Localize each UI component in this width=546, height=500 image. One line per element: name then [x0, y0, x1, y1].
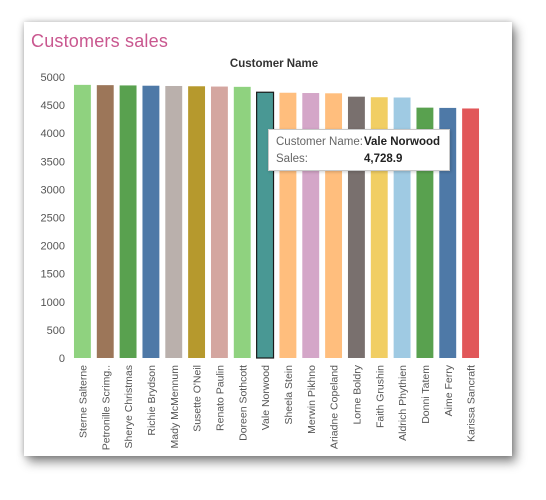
bar[interactable]	[462, 108, 480, 358]
x-tick-label: Richie Brydson	[146, 365, 158, 436]
bar[interactable]	[188, 86, 206, 359]
x-tick-label: Aime Ferry	[443, 364, 455, 416]
y-tick-label: 2500	[41, 213, 65, 225]
x-tick-label: Susette O'Neil	[192, 365, 204, 432]
x-tick-label: Faith Grushin	[374, 365, 386, 428]
bar[interactable]	[233, 86, 251, 358]
tooltip-sales-label: Sales:	[276, 153, 308, 165]
y-tick-label: 1000	[41, 297, 65, 309]
y-tick-label: 5000	[41, 72, 65, 84]
x-tick-label: Sheela Stein	[283, 365, 295, 425]
page-title: Customers sales	[31, 31, 169, 51]
x-tick-label: Karissa Sancraft	[466, 365, 478, 442]
x-tick-label: Lorne Boldry	[351, 364, 363, 424]
x-tick-label: Renato Paulin	[214, 365, 226, 431]
tooltip-name-row: Customer Name:Vale Norwood	[276, 136, 440, 148]
y-tick-label: 3000	[41, 184, 65, 196]
bar[interactable]	[165, 85, 183, 359]
x-tick-label: Aldrich Phythien	[397, 365, 409, 441]
bar[interactable]	[210, 86, 228, 359]
tooltip-sales-row: Sales: 4,728.9	[276, 153, 402, 165]
x-tick-label: Vale Norwood	[260, 365, 272, 430]
y-tick-label: 1500	[41, 269, 65, 281]
x-tick-label: Donni Tatem	[420, 365, 432, 424]
x-tick-label: Sterne Salterne	[77, 365, 89, 438]
x-tick-label: Ariadne Copeland	[329, 365, 341, 449]
y-tick-label: 0	[59, 353, 65, 365]
chart-title: Customer Name	[230, 58, 318, 70]
x-tick-label: Doreen Sothcott	[237, 365, 249, 441]
tooltip-sales-value: 4,728.9	[364, 153, 403, 165]
y-axis: 0 500 1000 1500 2000 2500 3000 3500 4000 4500 5000	[41, 72, 65, 365]
y-tick-label: 500	[47, 325, 65, 337]
x-tick-label: Mady McMennum	[169, 365, 181, 449]
tooltip-name-value: Vale Norwood	[364, 136, 441, 148]
x-tick-label: Sherye Christmas	[123, 365, 135, 448]
x-tick-label: Petronille Scrimg..	[100, 365, 112, 450]
bar[interactable]	[142, 85, 160, 359]
bars-group	[73, 84, 480, 359]
tooltip-name-label: Customer Name:	[276, 136, 363, 148]
tooltip: Customer Name:Vale Norwood Sales: 4,728.9	[268, 129, 450, 171]
bar[interactable]	[96, 85, 114, 359]
y-tick-label: 4500	[41, 100, 65, 112]
y-tick-label: 4000	[41, 128, 65, 140]
bar[interactable]	[119, 85, 137, 359]
chart-card: Customers sales Customer Name 0 500 1000 15…	[24, 22, 512, 456]
x-axis: Sterne Salterne Petronille Scrimg.. Sherye…	[77, 364, 477, 450]
bar[interactable]	[73, 84, 91, 358]
y-tick-label: 2000	[41, 241, 65, 253]
bar-chart: Customer Name 0 500 1000 1500 2000 2500 3000 35…	[41, 58, 480, 450]
y-tick-label: 3500	[41, 156, 65, 168]
x-tick-label: Merwin Pikhno	[306, 365, 318, 434]
